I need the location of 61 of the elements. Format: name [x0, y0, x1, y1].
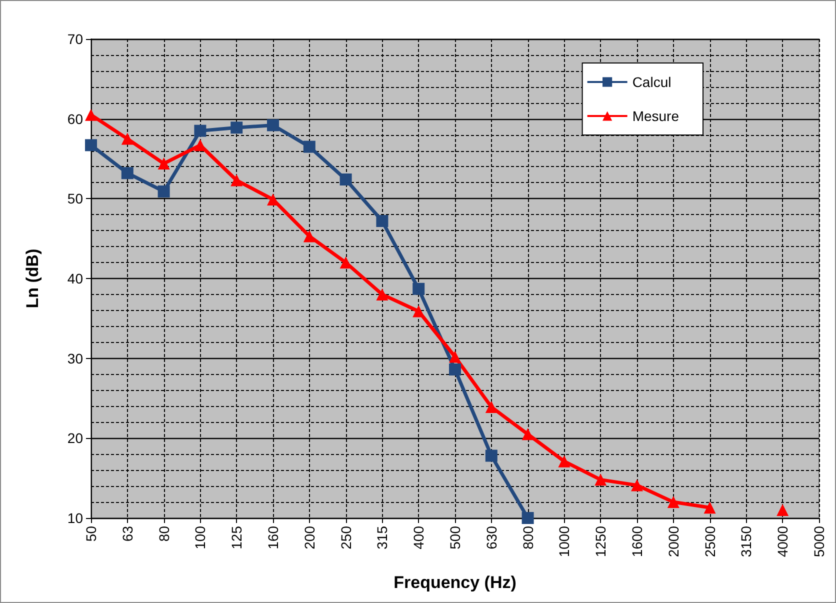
point	[230, 122, 243, 134]
point	[85, 139, 97, 152]
x-tick-label: 125	[228, 526, 245, 550]
x-tick-label: 50	[83, 526, 99, 542]
y-tick-label: 50	[67, 190, 84, 207]
x-tick-label: 100	[192, 526, 208, 550]
x-tick-label: 250	[338, 526, 354, 550]
point	[522, 512, 534, 524]
point	[340, 174, 352, 186]
legend-label: Calcul	[632, 74, 672, 90]
y-tick-label: 40	[67, 270, 84, 286]
x-tick-label: 500	[447, 526, 463, 550]
y-tick-label: 20	[67, 430, 84, 446]
x-tick-label: 1250	[592, 526, 609, 558]
x-tick-label: 315	[374, 526, 390, 550]
point	[267, 119, 279, 132]
y-axis-title: Ln (dB)	[23, 248, 42, 308]
x-tick-label: 630	[483, 526, 500, 550]
point	[303, 230, 316, 242]
x-tick-label: 80	[156, 526, 172, 542]
point	[485, 401, 498, 414]
x-tick-label: 2000	[665, 526, 682, 558]
point	[667, 496, 680, 508]
point	[85, 108, 97, 121]
point	[121, 167, 134, 180]
x-tick-label: 3150	[738, 526, 754, 558]
point	[631, 479, 643, 492]
x-tick-label: 2500	[702, 526, 718, 558]
point	[449, 364, 461, 376]
x-tick-label: 400	[410, 526, 427, 550]
x-tick-label: 1000	[556, 526, 572, 558]
legend-label: Mesure	[632, 108, 680, 124]
x-tick-label: 5000	[811, 526, 827, 558]
point	[121, 132, 134, 145]
point	[412, 282, 425, 295]
point	[158, 185, 170, 198]
x-tick-label: 4000	[774, 526, 791, 558]
point	[704, 502, 716, 514]
point	[558, 455, 570, 468]
point	[194, 124, 206, 137]
y-tick-label: 30	[67, 350, 84, 366]
point	[158, 158, 170, 170]
point	[412, 305, 425, 318]
x-tick-label: 200	[301, 526, 318, 550]
y-tick-label: 10	[67, 510, 84, 526]
point	[522, 428, 534, 440]
x-axis-title: Frequency (Hz)	[394, 573, 516, 592]
point	[303, 140, 316, 153]
point	[776, 504, 789, 516]
point	[376, 288, 388, 300]
point	[485, 450, 498, 462]
x-tick-label: 1600	[629, 526, 645, 558]
x-tick-label: 160	[265, 526, 281, 550]
point	[449, 350, 461, 363]
y-tick-label: 60	[67, 110, 84, 127]
y-tick-label: 70	[67, 31, 84, 47]
point	[594, 474, 607, 486]
x-tick-label: 800	[520, 526, 536, 550]
point	[230, 174, 243, 186]
point	[376, 215, 388, 228]
x-tick-label: 63	[119, 526, 136, 542]
